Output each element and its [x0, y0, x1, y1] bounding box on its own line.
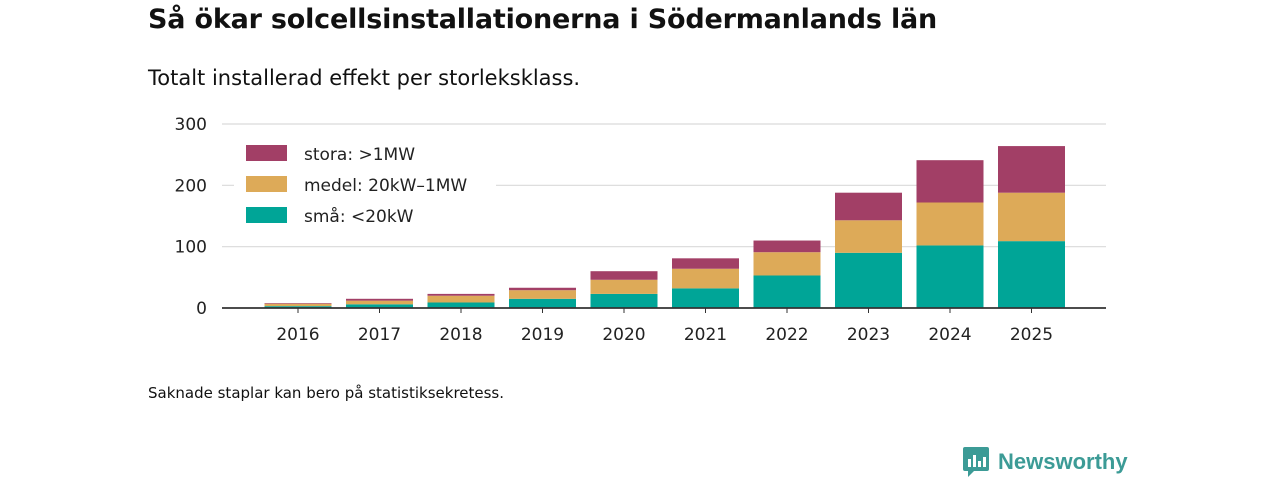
bar-stora-2024[interactable]	[916, 160, 984, 203]
bar-stora-2023[interactable]	[835, 192, 902, 221]
x-tick-label: 2018	[439, 325, 482, 345]
x-tick-label: 2022	[765, 325, 808, 345]
x-tick-label: 2023	[847, 325, 890, 345]
x-tick-label: 2019	[521, 325, 564, 345]
bar-medel-2021[interactable]	[672, 268, 739, 289]
bar-sma-2025[interactable]	[998, 241, 1065, 308]
y-tick-label: 300	[175, 115, 207, 135]
legend-label-stora: stora: >1MW	[304, 145, 415, 165]
bar-medel-2017[interactable]	[346, 300, 413, 305]
bar-sma-2021[interactable]	[672, 288, 739, 308]
legend-swatch-stora	[246, 145, 287, 161]
bar-stora-2016[interactable]	[264, 303, 332, 304]
bar-sma-2022[interactable]	[753, 275, 821, 308]
bar-medel-2023[interactable]	[835, 220, 902, 253]
stacked-bar-chart: 0 100 200 300 2016 2017 2018 2019 2020 2021 2022 20…	[175, 115, 1106, 345]
y-tick-label: 0	[196, 299, 207, 319]
bar-medel-2016[interactable]	[264, 303, 332, 307]
bar-stora-2017[interactable]	[346, 298, 413, 301]
legend: stora: >1MW medel: 20kW–1MW små: <20kW	[234, 138, 496, 233]
chart-subtitle: Totalt installerad effekt per storlekskl…	[148, 66, 581, 90]
x-tick-label: 2016	[276, 325, 319, 345]
bar-stora-2019[interactable]	[509, 287, 576, 291]
bar-medel-2024[interactable]	[916, 202, 984, 246]
bar-sma-2024[interactable]	[916, 245, 984, 308]
footnote: Saknade staplar kan bero på statistiksek…	[148, 384, 505, 402]
x-tick-label: 2020	[602, 325, 645, 345]
axes: 0 100 200 300 2016 2017 2018 2019 2020 2021 2022 20…	[175, 115, 1106, 345]
bar-sma-2023[interactable]	[835, 252, 902, 308]
brand-logo[interactable]: Newsworthy	[962, 446, 1128, 478]
x-tick-label: 2021	[684, 325, 727, 345]
bar-medel-2018[interactable]	[427, 295, 495, 303]
bar-sma-2018[interactable]	[427, 302, 495, 308]
legend-swatch-medel	[246, 176, 287, 192]
bar-stora-2022[interactable]	[753, 240, 821, 253]
bar-medel-2019[interactable]	[509, 290, 576, 299]
bar-medel-2025[interactable]	[998, 192, 1065, 242]
bar-medel-2022[interactable]	[753, 252, 821, 276]
legend-label-medel: medel: 20kW–1MW	[304, 176, 467, 196]
y-tick-label: 100	[175, 238, 207, 258]
bar-sma-2019[interactable]	[509, 298, 576, 308]
bar-medel-2020[interactable]	[590, 279, 658, 294]
x-tick-label: 2024	[928, 325, 971, 345]
bar-sma-2016[interactable]	[264, 306, 332, 308]
bar-sma-2017[interactable]	[346, 304, 413, 308]
bar-stora-2018[interactable]	[427, 293, 495, 296]
legend-label-sma: små: <20kW	[304, 206, 414, 227]
bar-stora-2025[interactable]	[998, 146, 1065, 193]
x-tick-label: 2017	[358, 325, 401, 345]
bars	[264, 146, 1065, 308]
chart-title: Så ökar solcellsinstallationerna i Söder…	[148, 4, 938, 35]
bar-stora-2020[interactable]	[590, 271, 658, 280]
brand-name: Newsworthy	[998, 449, 1128, 474]
bar-sma-2020[interactable]	[590, 293, 658, 308]
bar-stora-2021[interactable]	[672, 258, 739, 269]
newsworthy-logo-icon	[963, 447, 989, 477]
legend-swatch-sma	[246, 207, 287, 223]
x-tick-label: 2025	[1010, 325, 1053, 345]
y-tick-label: 200	[175, 176, 207, 196]
